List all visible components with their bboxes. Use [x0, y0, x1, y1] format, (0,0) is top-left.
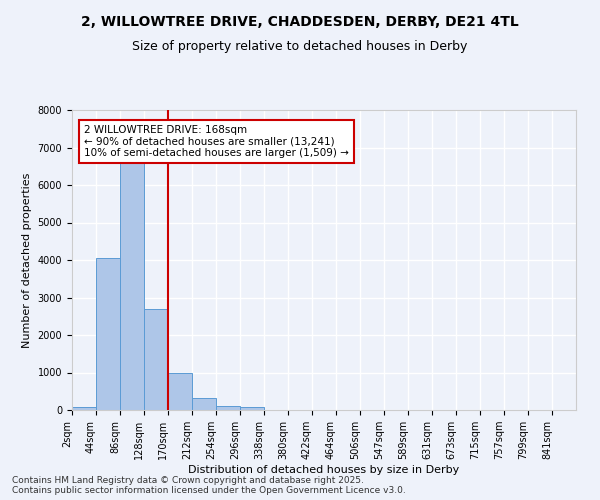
Bar	[120, 160, 144, 410]
Text: Contains HM Land Registry data © Crown copyright and database right 2025.
Contai: Contains HM Land Registry data © Crown c…	[12, 476, 406, 495]
Text: 2, WILLOWTREE DRIVE, CHADDESDEN, DERBY, DE21 4TL: 2, WILLOWTREE DRIVE, CHADDESDEN, DERBY, …	[81, 15, 519, 29]
Text: 2 WILLOWTREE DRIVE: 168sqm
← 90% of detached houses are smaller (13,241)
10% of : 2 WILLOWTREE DRIVE: 168sqm ← 90% of deta…	[84, 125, 349, 158]
Text: Size of property relative to detached houses in Derby: Size of property relative to detached ho…	[133, 40, 467, 53]
Bar	[72, 407, 96, 410]
Y-axis label: Number of detached properties: Number of detached properties	[22, 172, 32, 348]
Bar	[192, 398, 216, 410]
Bar	[240, 406, 264, 410]
Bar	[168, 373, 192, 410]
Bar	[144, 308, 168, 410]
Bar	[216, 406, 240, 410]
X-axis label: Distribution of detached houses by size in Derby: Distribution of detached houses by size …	[188, 465, 460, 475]
Bar	[96, 258, 120, 410]
